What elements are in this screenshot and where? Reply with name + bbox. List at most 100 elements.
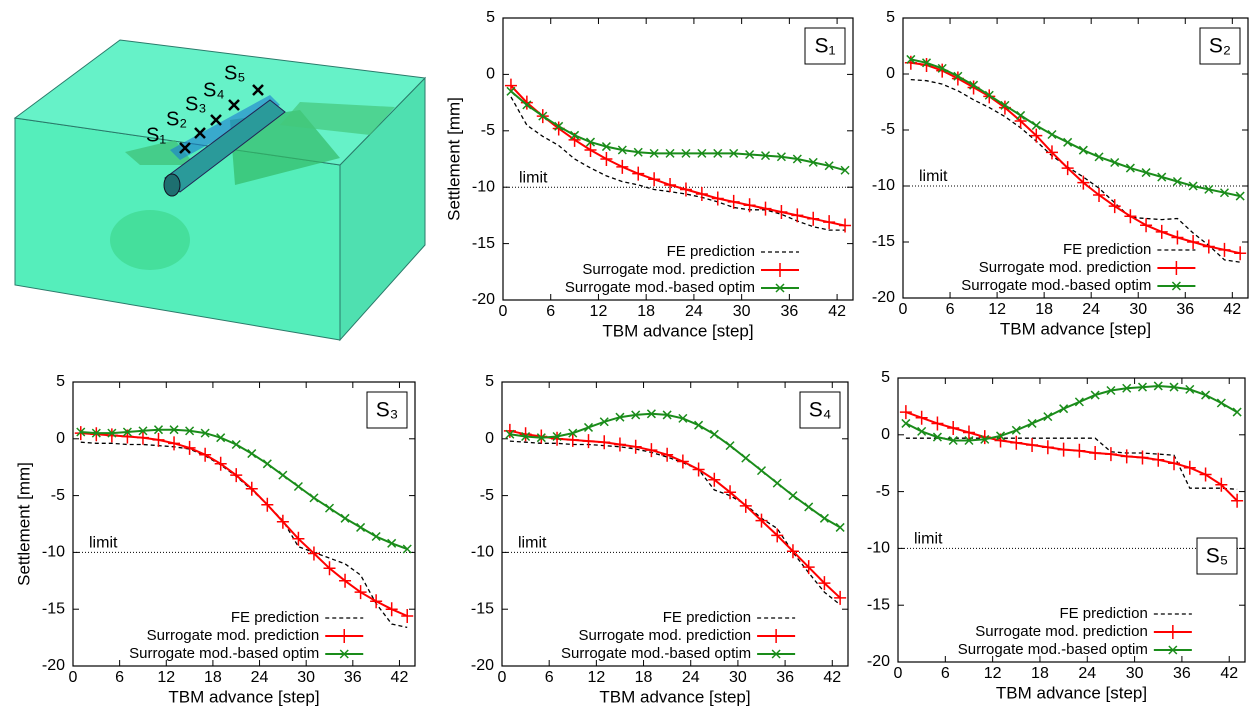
x-tick-label: 36 xyxy=(776,669,794,686)
y-tick-label: 5 xyxy=(56,373,65,390)
y-tick-label: 0 xyxy=(886,65,895,82)
point-marker xyxy=(1010,435,1023,450)
limit-label: limit xyxy=(519,169,548,186)
point-marker xyxy=(107,428,117,438)
legend-label: FE prediction xyxy=(231,609,319,626)
chart: -20 -15 -10 -5 0 5 0 6 12 18 24 30 36 42 TBM advance [… xyxy=(867,369,1246,702)
x-tick-label: 18 xyxy=(204,669,222,686)
point-marker xyxy=(1125,163,1135,173)
point-marker xyxy=(724,485,737,500)
series-line xyxy=(80,428,408,550)
point-marker xyxy=(601,142,611,152)
x-tick-label: 6 xyxy=(115,669,124,686)
y-tick-label: -15 xyxy=(42,600,65,617)
y-tick-label: -15 xyxy=(867,596,890,613)
y-tick-label: -15 xyxy=(872,233,895,250)
chart: -20 -15 -10 -5 0 5 0 6 12 18 24 30 36 42 Settlement [m… xyxy=(444,9,854,340)
point-marker xyxy=(631,410,641,420)
x-tick-label: 12 xyxy=(590,303,608,320)
point-marker xyxy=(276,514,289,529)
point-marker xyxy=(802,560,815,575)
point-marker xyxy=(247,449,257,459)
limit-label: limit xyxy=(914,531,943,548)
point-marker xyxy=(756,466,767,476)
x-tick-label: 36 xyxy=(780,303,798,320)
panel-label: S₁ xyxy=(814,35,835,58)
stress-zone xyxy=(110,210,190,270)
point-marker xyxy=(1232,407,1242,417)
y-tick-label: -10 xyxy=(42,544,65,561)
point-marker xyxy=(978,430,991,445)
point-marker xyxy=(1016,110,1026,120)
point-marker xyxy=(552,431,562,442)
point-marker xyxy=(566,432,579,447)
sensor-mark xyxy=(179,142,191,154)
x-tick-label: 42 xyxy=(823,669,841,686)
point-marker xyxy=(599,417,609,427)
x-tick-label: 30 xyxy=(1126,665,1144,682)
y-tick-label: -10 xyxy=(471,544,494,561)
point-marker xyxy=(617,145,627,155)
legend-marker xyxy=(1168,645,1178,655)
point-marker xyxy=(729,148,739,158)
point-marker xyxy=(1153,381,1163,391)
point-marker xyxy=(648,172,661,187)
point-marker xyxy=(708,472,721,487)
point-marker xyxy=(1157,172,1167,182)
series-line xyxy=(905,437,1238,490)
point-marker xyxy=(899,405,912,420)
point-marker xyxy=(245,481,258,496)
y-tick-label: -5 xyxy=(481,122,495,139)
series-line xyxy=(509,412,841,529)
plot-frame xyxy=(501,381,849,667)
point-marker xyxy=(645,443,658,458)
point-marker xyxy=(792,154,802,164)
point-marker xyxy=(216,433,226,443)
sensor-label: S₂ xyxy=(166,108,187,130)
y-tick-label: 5 xyxy=(881,369,890,386)
y-tick-label: -20 xyxy=(42,657,65,674)
point-marker xyxy=(169,425,179,435)
point-marker xyxy=(200,428,210,438)
x-tick-label: 0 xyxy=(894,665,903,682)
y-tick-label: -10 xyxy=(472,178,495,195)
legend-marker xyxy=(1171,281,1181,291)
sensor-label: S₁ xyxy=(146,124,166,146)
point-marker xyxy=(646,409,656,419)
point-marker xyxy=(1137,382,1148,392)
point-marker xyxy=(615,412,625,422)
x-tick-label: 24 xyxy=(1082,301,1100,318)
chart: -20 -15 -10 -5 0 5 0 6 12 18 24 30 36 42 TBM advance [… xyxy=(872,9,1249,338)
point-marker xyxy=(649,148,659,158)
point-marker xyxy=(665,148,675,158)
point-marker xyxy=(679,182,692,197)
point-marker xyxy=(906,54,916,64)
point-marker xyxy=(676,454,689,469)
point-marker xyxy=(616,159,629,174)
series-line xyxy=(509,440,841,606)
x-tick-label: 0 xyxy=(498,669,507,686)
point-marker xyxy=(759,201,772,216)
point-marker xyxy=(1235,191,1245,201)
point-marker xyxy=(522,100,532,110)
y-axis-label: Settlement [mm] xyxy=(444,97,463,221)
panel-label-box xyxy=(366,391,408,429)
point-marker xyxy=(231,439,241,450)
legend-label: Surrogate mod. prediction xyxy=(147,627,320,644)
point-marker xyxy=(91,428,101,438)
point-marker xyxy=(947,420,960,435)
point-marker xyxy=(519,427,532,442)
point-marker xyxy=(743,198,756,213)
legend-marker xyxy=(339,649,349,659)
x-tick-label: 42 xyxy=(1223,301,1241,318)
x-axis-label: TBM advance [step] xyxy=(996,683,1147,702)
legend-label: Surrogate mod. prediction xyxy=(582,261,755,278)
point-marker xyxy=(309,493,319,503)
sensor-mark xyxy=(252,84,264,96)
point-marker xyxy=(293,481,303,492)
sensor-mark xyxy=(194,127,206,139)
point-marker xyxy=(962,425,975,440)
point-marker xyxy=(1043,412,1053,422)
plot-frame xyxy=(502,17,854,301)
point-marker xyxy=(788,491,798,501)
